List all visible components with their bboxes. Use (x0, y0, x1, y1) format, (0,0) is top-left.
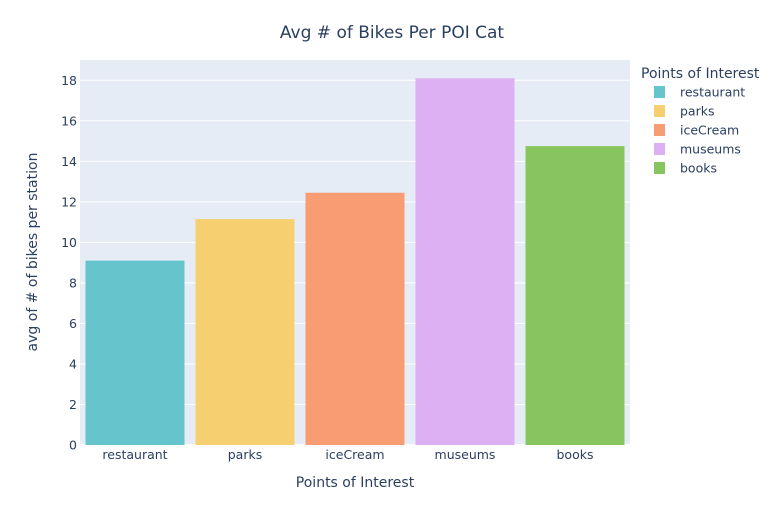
bar-books (525, 146, 625, 446)
y-tick-label: 6 (69, 316, 77, 331)
x-tick-label: books (557, 447, 594, 462)
legend: Points of Interest restaurant parks iceCre… (641, 66, 760, 176)
legend-title: Points of Interest (641, 66, 760, 82)
y-tick-label: 4 (69, 356, 77, 371)
y-tick-label: 2 (69, 397, 77, 412)
y-tick-label: 14 (61, 154, 77, 169)
x-tick-label: iceCream (325, 447, 384, 462)
legend-item-books[interactable]: books (680, 161, 717, 176)
legend-swatch (654, 124, 665, 136)
bars (85, 78, 625, 446)
x-tick-label: restaurant (102, 447, 167, 462)
y-tick-label: 10 (61, 235, 77, 250)
y-tick-label: 8 (69, 275, 77, 290)
bar-restaurant (85, 260, 185, 445)
y-tick-label: 12 (61, 194, 77, 209)
legend-item-parks[interactable]: parks (680, 104, 715, 119)
y-axis-title: avg of # of bikes per station (25, 153, 41, 352)
bar-museums (415, 78, 515, 445)
legend-item-museums[interactable]: museums (680, 142, 741, 157)
y-tick-label: 0 (69, 438, 77, 453)
y-axis-ticks: 0 2 4 6 8 10 12 14 16 18 (61, 73, 77, 453)
x-axis-ticks: restaurant parks iceCream museums books (102, 447, 593, 462)
y-tick-label: 16 (61, 113, 77, 128)
legend-swatch (654, 162, 665, 174)
x-tick-label: parks (228, 447, 263, 462)
bar-iceCream (305, 192, 405, 445)
legend-swatch (654, 105, 665, 117)
legend-swatch (654, 143, 665, 155)
legend-swatch (654, 86, 665, 98)
bar-parks (195, 219, 295, 445)
x-axis-title: Points of Interest (296, 475, 415, 491)
legend-item-iceCream[interactable]: iceCream (680, 123, 739, 138)
chart-title: Avg # of Bikes Per POI Cat (280, 23, 505, 43)
legend-item-restaurant[interactable]: restaurant (680, 85, 745, 100)
x-tick-label: museums (435, 447, 496, 462)
y-tick-label: 18 (61, 73, 77, 88)
